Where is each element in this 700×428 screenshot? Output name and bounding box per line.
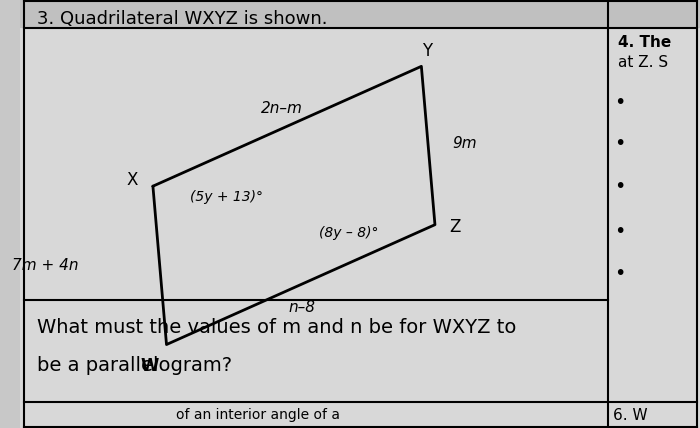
Text: 7m + 4n: 7m + 4n [12,258,78,273]
Bar [20,0,608,428]
Text: •: • [614,265,626,283]
Text: 4. The: 4. The [618,35,672,51]
Text: Z: Z [449,218,461,236]
Text: at Z. S: at Z. S [618,54,668,70]
Text: •: • [614,134,626,153]
Text: be a parallelogram?: be a parallelogram? [37,357,232,375]
Text: •: • [614,177,626,196]
Text: (8y – 8)°: (8y – 8)° [319,226,379,240]
Text: of an interior angle of a: of an interior angle of a [176,408,340,422]
Bar [20,0,700,28]
Text: (5y + 13)°: (5y + 13)° [190,190,263,204]
Bar [608,0,700,428]
Text: Y: Y [421,42,432,60]
Text: X: X [127,171,138,189]
Text: •: • [614,93,626,112]
Text: W: W [140,357,159,375]
Text: •: • [614,222,626,241]
Text: 3. Quadrilateral WXYZ is shown.: 3. Quadrilateral WXYZ is shown. [37,10,328,28]
Text: What must the values of m and n be for WXYZ to: What must the values of m and n be for W… [37,318,517,337]
Text: 9m: 9m [452,136,477,151]
Text: 6. W: 6. W [613,407,648,423]
Text: n–8: n–8 [289,300,316,315]
Text: 2n–m: 2n–m [261,101,303,116]
